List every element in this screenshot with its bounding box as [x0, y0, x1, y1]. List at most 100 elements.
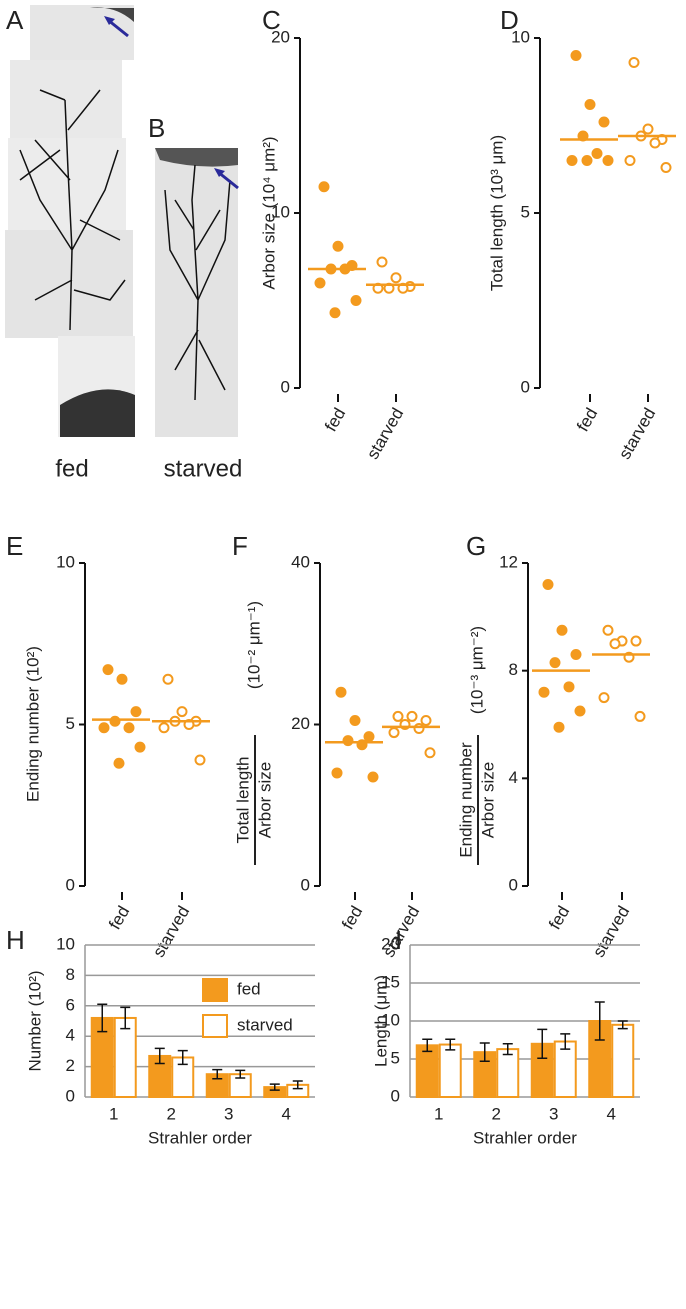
data-point: [642, 123, 654, 135]
data-point: [130, 706, 142, 718]
y-tick-label: 8: [66, 965, 75, 984]
legend-label: fed: [237, 979, 261, 998]
x-tick-label: fed: [573, 405, 601, 435]
data-point: [556, 624, 568, 636]
arrow-head: [104, 16, 115, 25]
y-label-denominator: Arbor size: [478, 762, 497, 839]
data-point: [609, 638, 621, 650]
image-tile: [155, 148, 238, 437]
x-tick-label: starved: [149, 903, 193, 961]
panel-letter: G: [466, 531, 486, 561]
data-point: [563, 681, 575, 693]
image-label: fed: [55, 455, 88, 482]
error-bar: [269, 1083, 280, 1091]
bar: [415, 1044, 439, 1098]
y-tick-label: 12: [499, 552, 518, 571]
data-point: [349, 714, 361, 726]
dendrite-sketch: [164, 164, 231, 401]
data-point: [624, 155, 636, 166]
error-bar: [212, 1068, 223, 1080]
data-point: [176, 706, 188, 718]
data-point: [602, 155, 614, 166]
data-point: [628, 57, 640, 68]
y-tick-label: 0: [281, 377, 290, 396]
x-tick-label: starved: [589, 903, 633, 961]
data-point: [542, 579, 554, 591]
data-point: [123, 722, 135, 734]
data-point: [570, 50, 582, 61]
arrow: [107, 18, 129, 38]
data-point: [553, 721, 565, 733]
image-dark-region: [60, 389, 135, 437]
data-point: [363, 731, 375, 743]
data-point: [376, 256, 388, 268]
error-bar: [445, 1038, 456, 1051]
error-bar: [502, 1043, 513, 1056]
data-point: [158, 722, 170, 734]
bar: [438, 1043, 462, 1099]
y-tick-label: 10: [381, 1010, 400, 1029]
legend-swatch: [202, 978, 228, 1002]
y-axis-label: Ending number (10²): [23, 646, 42, 802]
y-tick-label: 4: [509, 768, 518, 787]
error-bar: [177, 1049, 188, 1066]
data-point: [162, 673, 174, 685]
y-tick-label: 10: [56, 552, 75, 571]
dendrite-sketch: [19, 89, 126, 331]
micrograph-b: [155, 148, 239, 437]
y-tick-label: 40: [291, 552, 310, 571]
bar: [496, 1048, 520, 1098]
error-bar: [479, 1042, 490, 1063]
data-point: [420, 714, 432, 726]
data-point: [329, 307, 341, 319]
y-axis-label: Total length Arbor size (10⁻² μm⁻¹): [233, 601, 274, 865]
data-point: [406, 710, 418, 722]
error-bar: [422, 1038, 433, 1053]
y-axis-label: Total length (10³ μm): [487, 135, 506, 291]
error-bar: [97, 1003, 108, 1033]
x-axis-label: Strahler order: [473, 1128, 577, 1147]
error-bar: [594, 1001, 605, 1041]
x-tick-label: 4: [282, 1104, 291, 1123]
data-point: [566, 155, 578, 166]
data-point: [584, 99, 596, 110]
y-tick-label: 20: [381, 934, 400, 953]
y-axis-label: Length (μm): [371, 975, 390, 1067]
data-point: [549, 657, 561, 669]
error-bar: [154, 1047, 165, 1065]
data-point: [102, 664, 114, 676]
y-tick-label: 5: [66, 714, 75, 733]
y-tick-label: 10: [271, 202, 290, 221]
error-bar: [560, 1033, 571, 1050]
image-tile: [30, 5, 134, 60]
data-point: [350, 295, 362, 306]
y-tick-label: 0: [66, 875, 75, 894]
data-point: [367, 771, 379, 783]
y-tick-label: 2: [66, 1056, 75, 1075]
data-point: [314, 277, 326, 289]
y-axis-label: Arbor size (10⁴ μm²): [259, 136, 278, 289]
panel-letter: C: [262, 5, 281, 35]
data-point: [116, 673, 128, 685]
error-bar: [292, 1080, 303, 1090]
y-tick-label: 5: [521, 202, 530, 221]
error-bar: [235, 1069, 246, 1079]
panel-letter: I: [395, 925, 402, 955]
data-point: [538, 686, 550, 698]
x-tick-label: 2: [492, 1104, 501, 1123]
data-point: [388, 727, 400, 739]
y-tick-label: 20: [291, 714, 310, 733]
data-point: [194, 754, 206, 766]
data-point: [598, 116, 610, 128]
y-tick-label: 15: [381, 972, 400, 991]
data-point: [331, 767, 343, 779]
y-tick-label: 0: [301, 875, 310, 894]
error-bar: [537, 1028, 548, 1059]
x-tick-label: 3: [549, 1104, 558, 1123]
data-point: [335, 686, 347, 698]
panel-letter: D: [500, 5, 519, 35]
x-tick-label: 3: [224, 1104, 233, 1123]
data-point: [342, 735, 354, 747]
data-point: [332, 240, 344, 252]
